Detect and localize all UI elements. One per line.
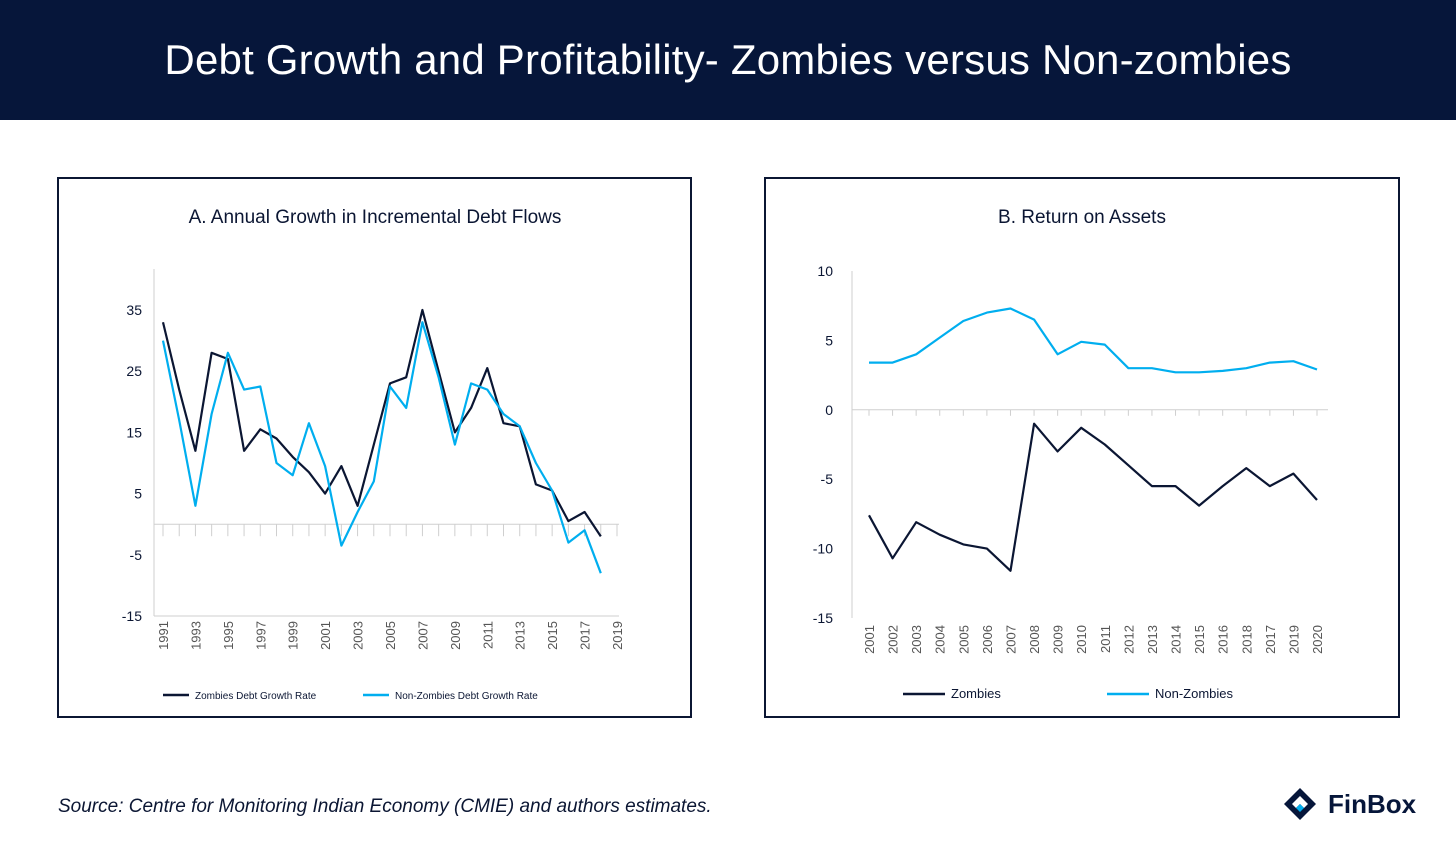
x-tick-label: 2013 (1145, 625, 1160, 654)
x-tick-label: 1993 (188, 621, 203, 650)
brand-name: FinBox (1328, 788, 1417, 819)
x-tick-label: 2016 (1216, 625, 1231, 654)
x-tick-label: 2012 (1121, 625, 1136, 654)
header-bar: Debt Growth and Profitability- Zombies v… (0, 0, 1456, 120)
series-line (161, 321, 602, 574)
legend-label: Non-Zombies Debt Growth Rate (395, 691, 538, 702)
x-tick-label: 2019 (610, 621, 625, 650)
x-tick-label: 2007 (1003, 625, 1018, 654)
y-tick-label: 0 (825, 402, 833, 418)
x-tick-label: 2005 (383, 621, 398, 650)
y-tick-label: 5 (825, 332, 833, 348)
x-tick-label: 2020 (1310, 625, 1325, 654)
y-tick-label: 35 (126, 302, 142, 318)
x-tick-label: 2015 (1192, 625, 1207, 654)
series-line (869, 307, 1318, 374)
page-title: Debt Growth and Profitability- Zombies v… (164, 36, 1292, 83)
x-tick-label: 2002 (886, 625, 901, 654)
y-tick-label: 5 (134, 486, 142, 502)
x-tick-label: 2011 (480, 621, 495, 649)
series-line (868, 422, 1318, 572)
return-on-assets-chart: B. Return on Assets 10 5 0 -5 -10 -15 2001 2002 2… (813, 207, 1328, 701)
finbox-logo-icon (1284, 788, 1316, 820)
legend-label: Non-Zombies (1155, 686, 1234, 701)
x-tick-label: 1991 (156, 621, 171, 650)
y-tick-label: -15 (122, 608, 142, 624)
source-note: Source: Centre for Monitoring Indian Eco… (58, 796, 712, 817)
y-tick-label: -15 (813, 610, 833, 626)
y-tick-label: -5 (821, 471, 834, 487)
legend-label: Zombies Debt Growth Rate (195, 691, 317, 702)
brand-logo: FinBox (1282, 786, 1416, 822)
x-tick-label: 2009 (1051, 625, 1066, 654)
chart-title: A. Annual Growth in Incremental Debt Flo… (189, 207, 562, 228)
x-tick-label: 2004 (933, 625, 948, 654)
x-tick-label: 2018 (1239, 625, 1254, 654)
x-tick-label: 2017 (1263, 625, 1278, 654)
x-tick-label: 2014 (1169, 625, 1184, 654)
chart-panel-debt-growth: A. Annual Growth in Incremental Debt Flo… (57, 177, 692, 718)
y-tick-label: -5 (130, 547, 143, 563)
y-tick-label: 25 (126, 363, 142, 379)
x-tick-label: 2019 (1286, 625, 1301, 654)
x-tick-label: 2001 (318, 621, 333, 650)
x-tick-label: 2011 (1098, 625, 1113, 653)
chart-title: B. Return on Assets (998, 207, 1166, 228)
x-tick-label: 2013 (513, 621, 528, 650)
x-tick-label: 2009 (448, 621, 463, 650)
x-tick-label: 2008 (1027, 625, 1042, 654)
x-tick-label: 2010 (1074, 625, 1089, 654)
x-tick-label: 2007 (415, 621, 430, 650)
x-tick-label: 2005 (956, 625, 971, 654)
series-line (161, 308, 602, 538)
x-tick-label: 2006 (980, 625, 995, 654)
y-tick-label: 10 (817, 263, 833, 279)
x-tick-label: 1999 (286, 621, 301, 650)
debt-growth-chart: A. Annual Growth in Incremental Debt Flo… (122, 207, 625, 702)
y-tick-label: 15 (126, 424, 142, 440)
legend-label: Zombies (951, 686, 1001, 701)
x-tick-label: 1995 (221, 621, 236, 650)
x-tick-label: 2003 (909, 625, 924, 654)
y-tick-label: -10 (813, 541, 833, 557)
x-tick-label: 2001 (862, 625, 877, 654)
chart-panel-return-on-assets: B. Return on Assets 10 5 0 -5 -10 -15 2001 2002 2… (764, 177, 1400, 718)
x-tick-label: 1997 (253, 621, 268, 650)
x-tick-label: 2015 (545, 621, 560, 650)
x-tick-label: 2003 (351, 621, 366, 650)
x-tick-label: 2017 (578, 621, 593, 650)
